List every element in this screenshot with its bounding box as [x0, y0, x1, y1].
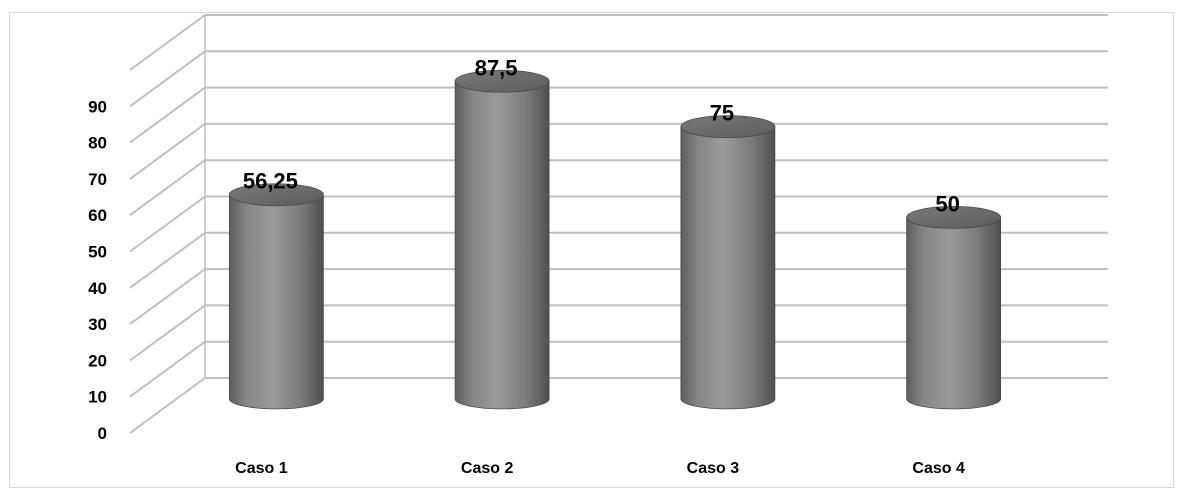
- gridline: [129, 122, 1108, 180]
- x-category-label: Caso 4: [912, 460, 965, 477]
- bar: [906, 205, 1002, 410]
- data-label: 56,25: [243, 169, 298, 194]
- x-category-label: Caso 2: [461, 460, 514, 477]
- y-tick-label: 90: [88, 97, 107, 116]
- data-label: 50: [935, 191, 959, 216]
- y-tick-label: 70: [88, 170, 107, 189]
- gridline: [129, 195, 1108, 253]
- bar-top: [228, 183, 324, 207]
- bar-top: [454, 69, 550, 93]
- x-category-label: Caso 3: [687, 460, 740, 477]
- data-label: 87,5: [475, 55, 518, 80]
- gridline: [129, 159, 1108, 217]
- bar: [228, 183, 324, 410]
- bar: [680, 115, 776, 410]
- y-tick-label: 80: [88, 134, 107, 153]
- gridline: [129, 86, 1108, 144]
- y-tick-label: 30: [88, 315, 107, 334]
- bar-top: [906, 205, 1002, 229]
- y-tick-label: 40: [88, 279, 107, 298]
- x-category-label: Caso 1: [235, 460, 288, 477]
- bar-top: [680, 115, 776, 139]
- data-label: 75: [710, 101, 734, 126]
- y-tick-label: 50: [88, 243, 107, 262]
- y-tick-label: 20: [88, 351, 107, 370]
- gridline: [129, 14, 1108, 71]
- y-tick-label: 60: [88, 206, 107, 225]
- gridline: [129, 50, 1108, 108]
- y-tick-label: 10: [88, 388, 107, 407]
- y-tick-label: 0: [98, 424, 107, 443]
- bar: [454, 69, 550, 410]
